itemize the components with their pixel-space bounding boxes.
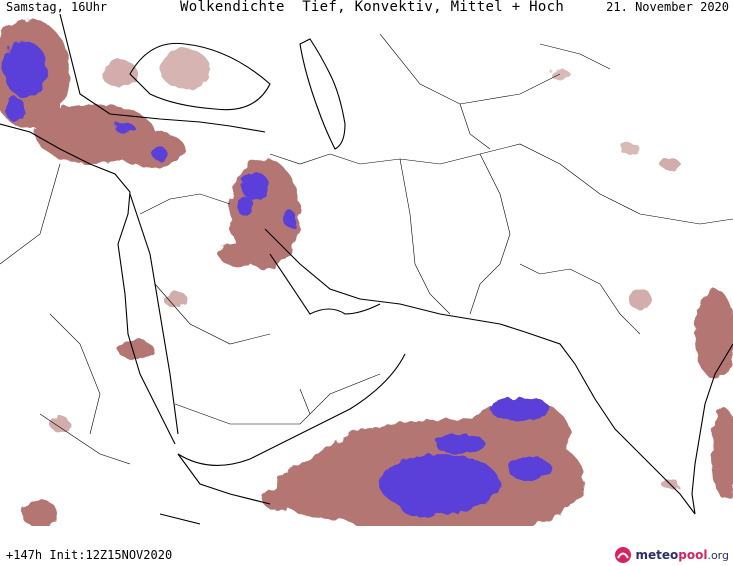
country-borders <box>0 33 733 465</box>
cloud-layer-low-mid <box>0 19 733 526</box>
map-title: Wolkendichte Tief, Konvektiv, Mittel + H… <box>180 0 565 15</box>
meteopool-logo[interactable]: meteo pool .org <box>614 546 729 564</box>
forecast-init-label: +147h Init:12Z15NOV2020 <box>6 548 173 562</box>
forecast-date: 21. November 2020 <box>606 0 729 14</box>
meteopool-logo-icon <box>615 547 632 563</box>
coastlines <box>0 14 733 525</box>
logo-text-org: .org <box>707 548 729 562</box>
cloud-density-map <box>0 14 733 526</box>
logo-text-pool: pool <box>678 548 708 562</box>
logo-text-meteo: meteo <box>635 548 679 562</box>
forecast-time-label: Samstag, 16Uhr <box>6 0 108 14</box>
cloud-layer-high <box>3 41 552 518</box>
